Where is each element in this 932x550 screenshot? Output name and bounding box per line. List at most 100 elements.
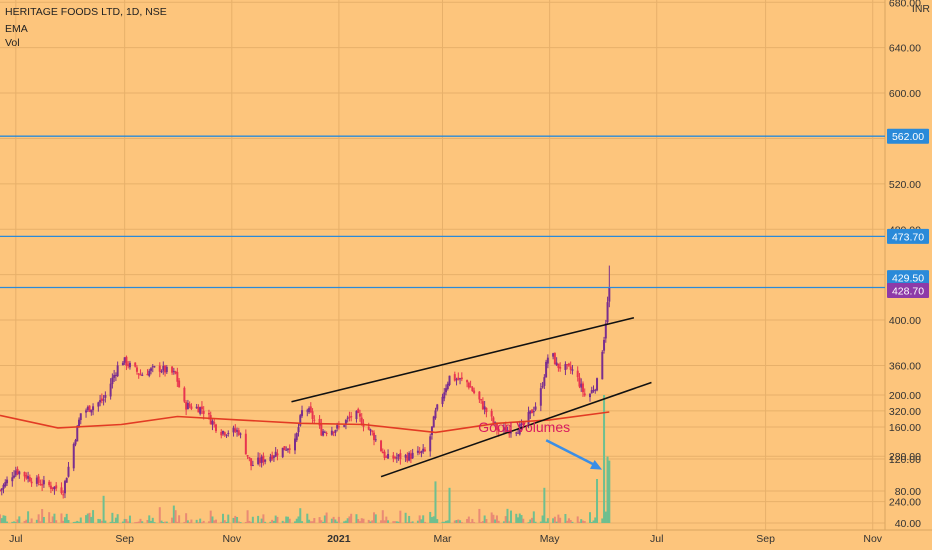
volume-bar <box>0 514 1 523</box>
candle-body <box>97 402 100 407</box>
volume-bar <box>251 516 254 523</box>
volume-bar <box>469 522 472 524</box>
candle-body <box>559 366 562 369</box>
volume-bar <box>53 513 56 523</box>
candle-body <box>446 383 449 390</box>
volume-bar <box>60 513 63 523</box>
volume-bar <box>520 515 523 523</box>
candle-body <box>62 494 65 496</box>
candle-body <box>423 449 426 452</box>
volume-bar <box>76 520 79 523</box>
candle-body <box>576 370 579 378</box>
price-tick-label: 240.00 <box>889 497 921 509</box>
volume-tick-label: 80.00 <box>895 486 921 498</box>
candle-body <box>590 390 593 394</box>
volume-bar <box>522 518 525 523</box>
candle-body <box>608 287 611 302</box>
volume-bar <box>99 519 102 523</box>
volume-bar <box>41 508 44 523</box>
currency-label: INR <box>912 3 931 15</box>
volume-bar <box>596 479 599 523</box>
candle-body <box>471 387 474 392</box>
candle-body <box>236 430 239 432</box>
volume-bar <box>264 521 267 523</box>
candle-body <box>406 455 409 461</box>
trendline-channel-upper[interactable] <box>291 316 635 403</box>
candle-body <box>176 372 179 382</box>
candle-body <box>239 433 242 435</box>
candle-body <box>545 361 548 378</box>
volume-bar <box>48 512 51 523</box>
candle-body <box>509 432 512 434</box>
volume-bar <box>313 518 316 523</box>
volume-bar <box>223 520 226 523</box>
volume-bar <box>445 520 448 523</box>
volume-bar <box>564 514 567 523</box>
volume-bar <box>0 518 3 523</box>
volume-bar <box>583 521 586 523</box>
volume-bar <box>178 515 181 523</box>
candle-body <box>434 410 437 419</box>
volume-bar <box>358 521 361 523</box>
candle-body <box>37 476 40 483</box>
volume-bar <box>590 522 593 524</box>
annotation-text[interactable]: Good Volumes <box>478 419 570 435</box>
volume-bar <box>448 487 451 523</box>
volume-bar <box>394 521 397 523</box>
candle-body <box>466 380 469 383</box>
candle-body <box>460 377 463 380</box>
ema-line[interactable] <box>0 411 610 434</box>
candle-body <box>188 404 191 407</box>
volume-bar <box>121 521 124 523</box>
volume-bar <box>411 521 414 523</box>
candle-body <box>25 475 28 479</box>
volume-bar <box>399 510 402 523</box>
volume-bar <box>220 521 223 523</box>
candle-body <box>497 428 500 432</box>
volume-bar <box>285 516 288 523</box>
volume-bar <box>288 518 291 523</box>
volume-bar <box>18 516 21 523</box>
candle-body <box>564 364 567 370</box>
price-badge-473-70 <box>887 228 929 244</box>
volume-bar <box>78 521 81 523</box>
candle-body <box>594 389 597 391</box>
volume-bar <box>423 521 426 523</box>
volume-bar <box>360 518 363 523</box>
candle-body <box>323 431 326 433</box>
volume-bar <box>276 516 279 523</box>
volume-bar <box>213 520 216 523</box>
candle-body <box>114 374 117 376</box>
candle-body <box>153 366 156 368</box>
time-tick-label: Sep <box>115 533 134 545</box>
candle-body <box>195 406 198 409</box>
candle-body <box>113 374 116 378</box>
volume-bar <box>2 515 5 523</box>
candle-body <box>566 364 569 366</box>
candle-body <box>543 377 546 386</box>
candle-body <box>269 456 272 462</box>
candle-body <box>27 476 30 479</box>
candle-body <box>346 417 349 419</box>
volume-bar <box>527 522 530 524</box>
volume-bar <box>139 518 142 523</box>
ema-indicator-label[interactable]: EMA <box>5 23 28 35</box>
volume-bar <box>207 521 210 523</box>
volume-bar <box>467 516 470 523</box>
volume-indicator-label[interactable]: Vol <box>5 37 20 49</box>
candle-body <box>313 419 316 421</box>
candle-body <box>485 407 488 413</box>
volume-bar <box>494 519 497 523</box>
trendline-channel-lower[interactable] <box>380 381 652 478</box>
price-tick-label: 640.00 <box>889 43 921 55</box>
volume-bar <box>90 516 93 523</box>
volume-tick-label: 200.00 <box>889 390 921 402</box>
volume-bar <box>195 519 198 523</box>
candle-body <box>436 404 439 410</box>
volume-bar <box>369 521 372 523</box>
volume-bar <box>244 521 247 523</box>
symbol-title[interactable]: HERITAGE FOODS LTD, 1D, NSE <box>5 6 167 18</box>
volume-bar <box>88 512 91 523</box>
